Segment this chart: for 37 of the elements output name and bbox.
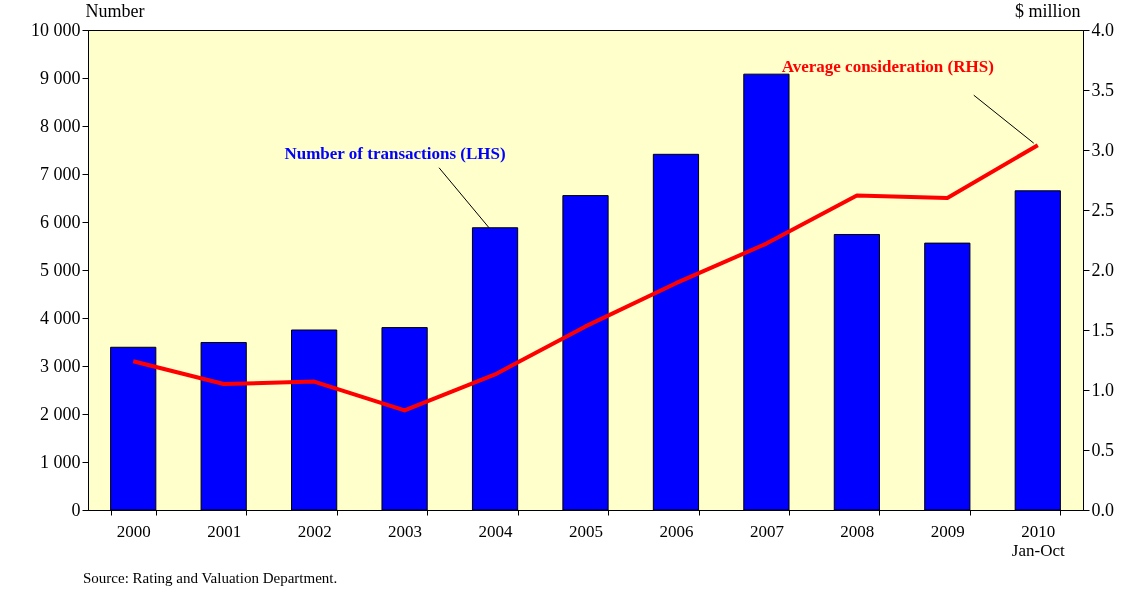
y2-tick-label: 2.5 (1091, 199, 1114, 220)
x-tick-label: 2008 (840, 521, 875, 541)
line-series (131, 143, 1040, 413)
annotation: Number of transactions (LHS) (284, 143, 506, 163)
y-tick-label: 0 (71, 499, 81, 520)
y2-tick-label: 2.0 (1091, 259, 1114, 280)
y2-tick-label: 1.5 (1091, 319, 1114, 340)
y-tick-label: 10 000 (31, 19, 81, 40)
source-note: Source: Rating and Valuation Department. (83, 570, 338, 586)
y-tick-label: 3 000 (40, 355, 81, 376)
y-tick-label: 6 000 (40, 211, 81, 232)
x-tick-label: 2004 (478, 521, 514, 541)
x-tick-label: 2009 (930, 521, 965, 541)
x-tick-label: 2005 (569, 521, 603, 541)
y2-axis-title: $ million (1014, 0, 1081, 21)
x-tick-label: 2006 (659, 521, 694, 541)
x-tick-label: 2002 (297, 521, 332, 541)
y2-tick-label: 3.0 (1091, 139, 1114, 160)
y2-tick-label: 4.0 (1091, 19, 1114, 40)
annotation: Average consideration (RHS) (781, 57, 994, 77)
y-tick-label: 9 000 (40, 67, 81, 88)
y-tick-label: 1 000 (40, 451, 81, 472)
y-tick-label: 7 000 (40, 163, 81, 184)
y2-tick-label: 0.5 (1091, 439, 1114, 460)
y2-tick-label: 3.5 (1091, 79, 1114, 100)
x-tick-label: 2001 (207, 521, 242, 541)
x-tick-label: 2000 (116, 521, 151, 541)
y2-tick-label: 0.0 (1091, 499, 1114, 520)
y-axis-title: Number (85, 0, 145, 21)
y2-tick-label: 1.0 (1091, 379, 1114, 400)
y-tick-label: 2 000 (40, 403, 81, 424)
x-tick-label: 2010 Jan-Oct (1011, 521, 1065, 560)
y-tick-label: 4 000 (40, 307, 81, 328)
x-tick-label: 2003 (388, 521, 423, 541)
y-tick-label: 5 000 (40, 259, 81, 280)
y-tick-label: 8 000 (40, 115, 81, 136)
x-tick-label: 2007 (749, 521, 785, 541)
